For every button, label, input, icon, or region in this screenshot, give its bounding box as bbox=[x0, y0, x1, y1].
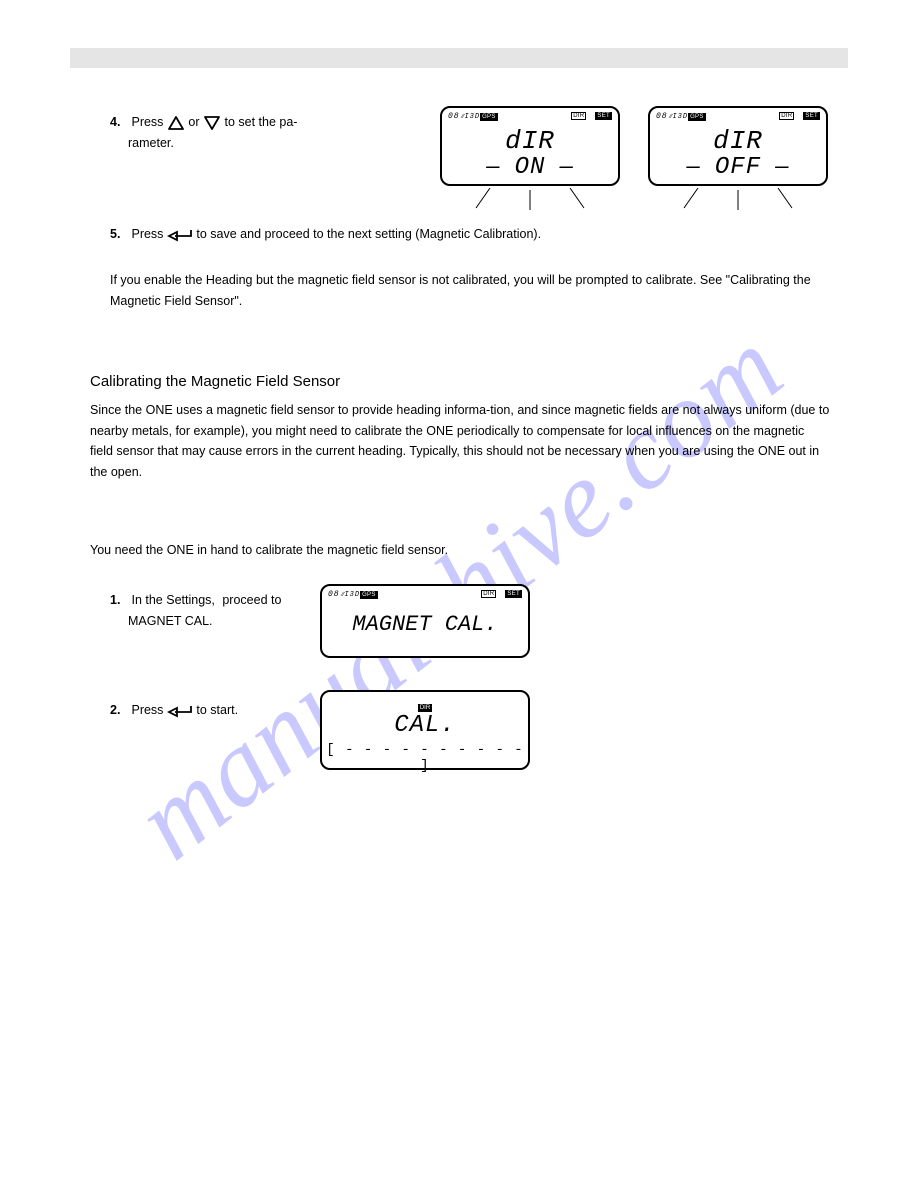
step1m-num: 1. bbox=[110, 590, 128, 611]
step4-text: 4. Press or to set the pa- rameter. bbox=[110, 112, 410, 153]
step2m-text: 2. Press to start. bbox=[110, 700, 310, 721]
step4-line2: rameter. bbox=[110, 136, 174, 150]
lcd-dir-off-line1: dIR bbox=[650, 126, 826, 156]
step2m-num: 2. bbox=[110, 700, 128, 721]
lcd-dir-on-line1: dIR bbox=[442, 126, 618, 156]
lcd-cal: DIR CAL. [ - - - - - - - - - - ] bbox=[320, 690, 530, 770]
step4-line1-post: to set the pa- bbox=[224, 115, 297, 129]
step5-pre: Press bbox=[131, 227, 166, 241]
step2m-pre: Press bbox=[131, 703, 166, 717]
step4-line1-pre: Press bbox=[131, 115, 166, 129]
step5-text: 5. Press to save and proceed to the next… bbox=[110, 224, 830, 245]
lcd-cal-bar: [ - - - - - - - - - - ] bbox=[322, 742, 528, 774]
lcd-dir-off-topright: DIR SET bbox=[779, 112, 820, 121]
lcd-dir-on-toprow: 08 ∕∕I3DGPS DIR SET bbox=[448, 112, 612, 121]
step4-num: 4. bbox=[110, 112, 128, 133]
header-gray-bar bbox=[70, 48, 848, 68]
step5-num: 5. bbox=[110, 224, 128, 245]
lcd-magcal-topleft: 08 ∕∕I3DGPS bbox=[328, 590, 378, 599]
lcd-cal-line1: CAL. bbox=[322, 712, 528, 739]
down-icon bbox=[203, 115, 221, 131]
return-icon bbox=[167, 703, 193, 717]
step4-line1-mid: or bbox=[188, 115, 203, 129]
shine-icon bbox=[470, 188, 590, 212]
return-icon bbox=[167, 227, 193, 241]
lcd-dir-off-line2: — OFF — bbox=[650, 154, 826, 181]
step1m-line2: MAGNET CAL. bbox=[110, 614, 213, 628]
step2m-post: to start. bbox=[196, 703, 238, 717]
mag-para1: Since the ONE uses a magnetic field sens… bbox=[90, 400, 830, 483]
lcd-dir-off-topleft: 08 ∕∕I3DGPS bbox=[656, 112, 706, 121]
shine-icon bbox=[678, 188, 798, 212]
mag-para2: You need the ONE in hand to calibrate th… bbox=[90, 540, 830, 561]
lcd-magcal-topright: DIR SET bbox=[481, 590, 522, 599]
lcd-magnet-cal: 08 ∕∕I3DGPS DIR SET MAGNET CAL. bbox=[320, 584, 530, 658]
lcd-dir-on-line2: — ON — bbox=[442, 154, 618, 181]
note-paragraph: If you enable the Heading but the magnet… bbox=[110, 270, 830, 311]
lcd-dir-off: 08 ∕∕I3DGPS DIR SET dIR — OFF — bbox=[648, 106, 828, 186]
lcd-dir-on: 08 ∕∕I3DGPS DIR SET dIR — ON — bbox=[440, 106, 620, 186]
up-icon bbox=[167, 115, 185, 131]
heading-magcal: Calibrating the Magnetic Field Sensor bbox=[90, 370, 830, 395]
step5-post: to save and proceed to the next setting … bbox=[196, 227, 541, 241]
step1m-post: proceed to bbox=[218, 593, 281, 607]
lcd-dir-on-topleft: 08 ∕∕I3DGPS bbox=[448, 112, 498, 121]
lcd-magcal-line1: MAGNET CAL. bbox=[322, 612, 528, 637]
step1m-text: 1. In the Settings, proceed to MAGNET CA… bbox=[110, 590, 320, 631]
lcd-dir-on-topright: DIR SET bbox=[571, 112, 612, 121]
step1m-pre: In the Settings, bbox=[131, 593, 214, 607]
lcd-magcal-toprow: 08 ∕∕I3DGPS DIR SET bbox=[328, 590, 522, 599]
lcd-dir-off-toprow: 08 ∕∕I3DGPS DIR SET bbox=[656, 112, 820, 121]
